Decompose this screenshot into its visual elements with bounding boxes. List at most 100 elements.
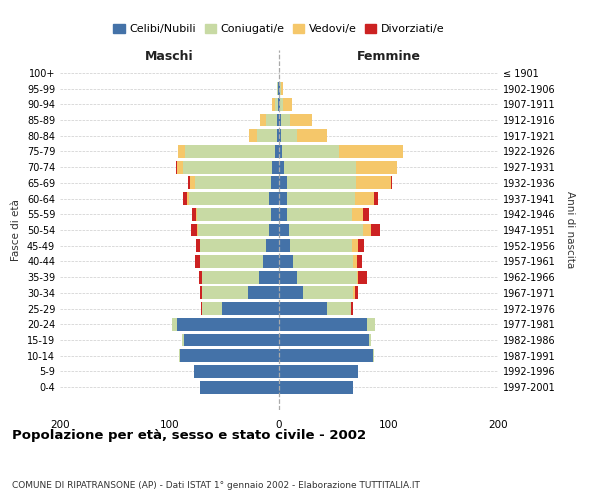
Bar [260,114,266,126]
Bar [197,208,271,220]
Bar [283,98,292,110]
Bar [200,286,202,300]
Bar [190,176,194,190]
Bar [181,350,279,362]
Bar [367,318,376,331]
Bar [296,270,357,283]
Bar [278,98,279,110]
Bar [355,286,358,300]
Bar [187,192,189,205]
Bar [278,82,279,95]
Bar [198,224,269,236]
Bar [364,224,371,236]
Bar [289,224,364,236]
Text: COMUNE DI RIPATRANSONE (AP) - Dati ISTAT 1° gennaio 2002 - Elaborazione TUTTITAL: COMUNE DI RIPATRANSONE (AP) - Dati ISTAT… [12,481,420,490]
Bar [277,114,279,126]
Bar [271,208,279,220]
Bar [272,98,275,110]
Bar [290,114,312,126]
Bar [222,302,279,315]
Bar [356,176,391,190]
Bar [279,286,303,300]
Bar [269,224,279,236]
Bar [281,82,283,95]
Bar [279,224,289,236]
Bar [364,208,369,220]
Bar [279,145,282,158]
Bar [275,98,278,110]
Bar [272,160,279,173]
Bar [281,129,296,142]
Bar [248,286,279,300]
Bar [194,365,279,378]
Bar [287,208,352,220]
Bar [279,270,296,283]
Bar [177,318,279,331]
Legend: Celibi/Nubili, Coniugati/e, Vedovi/e, Divorziati/e: Celibi/Nubili, Coniugati/e, Vedovi/e, Di… [109,20,449,39]
Bar [279,176,287,190]
Bar [191,224,197,236]
Bar [184,334,279,346]
Bar [293,255,353,268]
Bar [296,129,327,142]
Bar [200,255,263,268]
Bar [358,240,364,252]
Bar [196,240,200,252]
Bar [353,286,355,300]
Bar [182,192,187,205]
Bar [279,129,281,142]
Bar [356,160,397,173]
Bar [266,114,277,126]
Bar [200,380,279,394]
Bar [277,129,279,142]
Bar [357,255,362,268]
Bar [284,160,356,173]
Bar [374,192,377,205]
Bar [279,365,358,378]
Bar [279,334,369,346]
Bar [263,255,279,268]
Bar [282,145,339,158]
Bar [200,240,266,252]
Bar [279,114,281,126]
Bar [358,270,367,283]
Bar [369,334,371,346]
Bar [279,82,280,95]
Bar [194,176,271,190]
Bar [202,302,222,315]
Bar [391,176,392,190]
Bar [177,160,182,173]
Bar [352,208,364,220]
Bar [178,145,185,158]
Bar [339,145,403,158]
Bar [279,380,353,394]
Text: Femmine: Femmine [356,50,421,63]
Bar [290,240,352,252]
Bar [279,255,293,268]
Bar [202,286,248,300]
Bar [193,208,196,220]
Bar [279,160,284,173]
Bar [279,208,287,220]
Bar [277,82,278,95]
Bar [275,145,279,158]
Text: Maschi: Maschi [145,50,194,63]
Bar [279,350,373,362]
Bar [357,270,358,283]
Bar [351,302,353,315]
Bar [279,318,367,331]
Bar [352,240,358,252]
Bar [188,176,190,190]
Bar [279,192,287,205]
Bar [279,302,327,315]
Bar [185,145,275,158]
Bar [189,192,269,205]
Bar [327,302,351,315]
Bar [371,224,380,236]
Bar [259,270,279,283]
Bar [271,176,279,190]
Bar [287,176,356,190]
Bar [355,192,374,205]
Bar [373,350,374,362]
Bar [257,129,277,142]
